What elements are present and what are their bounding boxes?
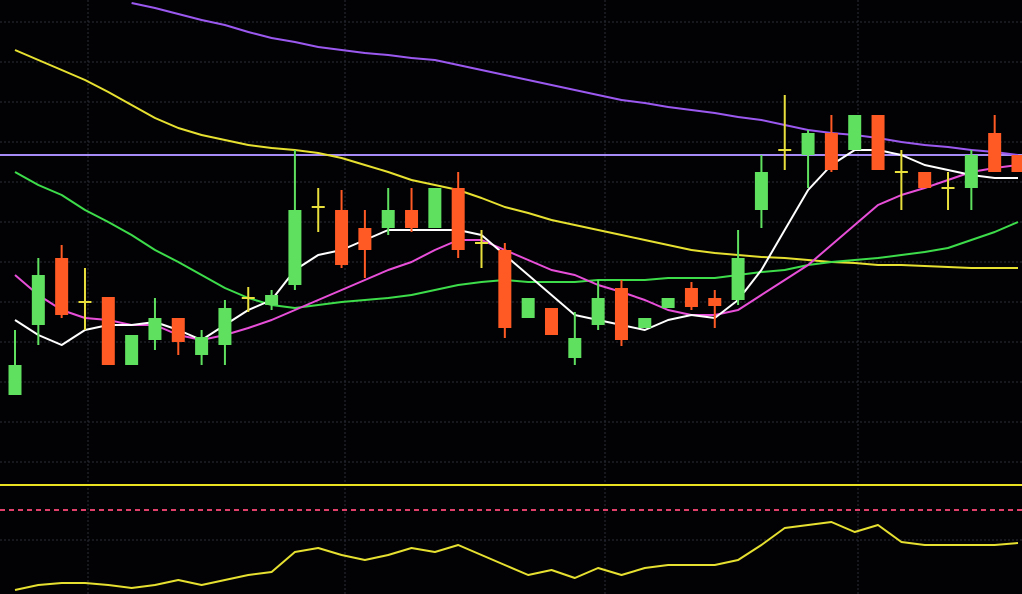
candle-body	[335, 210, 349, 265]
candle-body	[8, 365, 22, 395]
candle-body	[428, 188, 442, 228]
candle-body	[918, 172, 932, 188]
candle-body	[894, 171, 908, 173]
indicator-line	[131, 2, 1019, 156]
candle-body	[498, 250, 512, 328]
candle-body	[358, 228, 372, 250]
candle-body	[778, 149, 792, 151]
candle-body	[125, 335, 139, 365]
candle-body	[731, 258, 745, 300]
candle-body	[311, 206, 325, 208]
indicator-line	[14, 149, 1018, 346]
candle-body	[568, 338, 582, 358]
indicator-line	[14, 171, 1019, 309]
candle-body	[288, 210, 302, 285]
candle-body	[614, 288, 628, 340]
candle-body	[405, 210, 419, 228]
indicator-line	[14, 49, 1018, 269]
candle-body	[475, 242, 489, 244]
candle-body	[265, 295, 279, 305]
candle-body	[801, 133, 815, 155]
candle-body	[31, 275, 45, 325]
candle-body	[638, 318, 652, 328]
candle-body	[148, 318, 162, 340]
candle-body	[1011, 155, 1022, 172]
candle-body	[241, 297, 255, 299]
candle-body	[684, 288, 698, 307]
candle-body	[451, 188, 465, 250]
indicator-line	[14, 164, 1019, 341]
candle-body	[544, 308, 558, 335]
candle-body	[848, 115, 862, 150]
indicator-line	[14, 521, 1019, 591]
candle-body	[101, 297, 115, 365]
candle-body	[824, 133, 838, 170]
candle-body	[171, 318, 185, 342]
candle-body	[521, 298, 535, 318]
candle-body	[218, 308, 232, 345]
candle-body	[754, 172, 768, 210]
candle-body	[964, 155, 978, 188]
candle-body	[55, 258, 69, 315]
candle-body	[871, 115, 885, 170]
candle-body	[708, 298, 722, 306]
candle-body	[988, 133, 1002, 172]
candle-body	[941, 187, 955, 189]
candle-body	[195, 337, 209, 355]
candle-body	[591, 298, 605, 325]
candle-body	[381, 210, 395, 228]
candle-body	[661, 298, 675, 308]
candle-body	[78, 301, 92, 303]
